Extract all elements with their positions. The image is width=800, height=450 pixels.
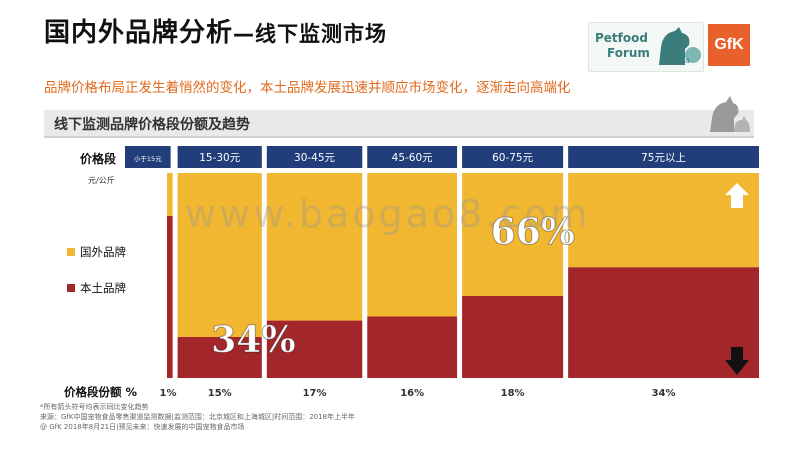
bar-foreign-1 bbox=[177, 173, 262, 337]
legend-swatch-1 bbox=[67, 284, 75, 292]
segment-share-label: 34% bbox=[652, 388, 676, 399]
section-header-bar: 线下监测品牌价格段份额及趋势 bbox=[44, 110, 754, 138]
petfood-logo-text-2: Forum bbox=[607, 46, 650, 60]
price-segment-header-3 bbox=[367, 146, 458, 168]
price-segment-header-1 bbox=[177, 146, 262, 168]
price-segment-header-5 bbox=[568, 146, 759, 168]
unit-label: 元/公斤 bbox=[88, 175, 115, 185]
legend-swatch-0 bbox=[67, 248, 75, 256]
price-segment-label: 15-30元 bbox=[199, 152, 241, 164]
price-segment-header-2 bbox=[266, 146, 363, 168]
price-segment-label: 小于15元 bbox=[134, 154, 162, 163]
segment-share-label: 15% bbox=[208, 388, 232, 399]
page-title: 国内外品牌分析—线下监测市场 bbox=[44, 12, 387, 49]
bar-domestic-2 bbox=[266, 320, 363, 378]
legend-label: 本土品牌 bbox=[80, 281, 126, 295]
bar-foreign-3 bbox=[367, 173, 458, 317]
petfood-logo-text-3: China bbox=[667, 56, 690, 65]
annotation-label: 34% bbox=[211, 319, 295, 361]
segment-share-label: 18% bbox=[501, 388, 525, 399]
bar-foreign-0 bbox=[167, 173, 173, 217]
trend-up-arrow-icon bbox=[725, 183, 749, 208]
price-segment-header-4 bbox=[462, 146, 564, 168]
price-segment-headers: 小于15元 15-30元 30-45元 45-60元 60-75元 75元以上 bbox=[125, 146, 759, 168]
bar-domestic-0 bbox=[167, 216, 173, 378]
bar-domestic-5 bbox=[568, 267, 759, 378]
section-title: 线下监测品牌价格段份额及趋势 bbox=[54, 117, 250, 133]
trend-down-arrow-icon bbox=[725, 347, 749, 375]
price-segment-label: 30-45元 bbox=[294, 152, 336, 164]
footnote-line-1: *所有箭头符号均表示同比变化趋势 bbox=[40, 403, 149, 411]
bar-domestic-4 bbox=[462, 296, 564, 378]
footnote-line-2: 来源：GfK中国宠物食品零售渠道监测数据|监测范围：北京城区和上海城区|时间范围… bbox=[40, 413, 356, 421]
bar-foreign-5 bbox=[568, 173, 759, 268]
bar-domestic-1 bbox=[177, 337, 262, 378]
dog-cat-logo-icon bbox=[659, 27, 701, 65]
petfood-logo-text-1: Petfood bbox=[595, 31, 648, 45]
price-segment-header-0 bbox=[125, 146, 171, 168]
legend-label: 国外品牌 bbox=[80, 245, 126, 259]
share-row-label: 价格段份额 % bbox=[64, 385, 138, 399]
bar-foreign-4 bbox=[462, 173, 564, 296]
bar-domestic-3 bbox=[367, 316, 458, 378]
bar-foreign-2 bbox=[266, 173, 363, 321]
gfk-logo: GfK bbox=[708, 24, 750, 66]
bar-group bbox=[167, 173, 759, 378]
title-suffix: —线下监测市场 bbox=[233, 22, 388, 46]
price-segment-label: 75元以上 bbox=[641, 152, 686, 164]
segment-share-label: 16% bbox=[400, 388, 424, 399]
annotation-label: 66% bbox=[491, 211, 575, 253]
price-segment-row-label: 价格段 bbox=[80, 151, 117, 166]
price-segment-label: 45-60元 bbox=[392, 152, 434, 164]
page-subtitle: 品牌价格布局正发生着悄然的变化，本土品牌发展迅速并顺应市场变化，逐渐走向高端化 bbox=[44, 80, 571, 96]
segment-share-label: 1% bbox=[160, 388, 177, 399]
price-segment-label: 60-75元 bbox=[492, 152, 534, 164]
segment-share-label: 17% bbox=[303, 388, 327, 399]
petfood-forum-logo: Petfood Forum China bbox=[588, 22, 704, 72]
footnote: *所有箭头符号均表示同比变化趋势 来源：GfK中国宠物食品零售渠道监测数据|监测… bbox=[40, 402, 355, 432]
footnote-line-3: @ GfK 2018年8月21日|预见未来：快速发展的中国宠物食品市场 bbox=[40, 423, 245, 431]
dog-cat-silhouette-icon bbox=[710, 96, 750, 132]
title-main: 国内外品牌分析 bbox=[44, 18, 234, 48]
